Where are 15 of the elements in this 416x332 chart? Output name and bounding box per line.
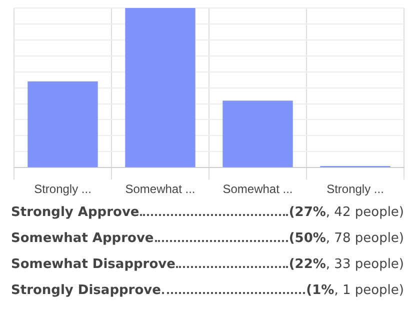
- x-tick-label: Somewhat ...: [222, 182, 293, 196]
- text: (50%, 78 people): [288, 231, 404, 246]
- bar: [125, 8, 196, 168]
- text: (22%, 33 people): [288, 257, 404, 272]
- x-tick-label: Strongly ...: [34, 182, 92, 196]
- text: Strongly Approve: [11, 205, 140, 220]
- text: (27%, 42 people): [288, 205, 404, 220]
- text: Strongly Disapprove: [11, 283, 161, 298]
- text: (1%, 1 people): [306, 283, 404, 298]
- x-tick-label: Somewhat ...: [125, 182, 196, 196]
- bar: [222, 100, 293, 168]
- bar: [28, 81, 98, 168]
- text: Somewhat Approve: [11, 231, 154, 246]
- text: Somewhat Disapprove: [11, 257, 176, 272]
- x-tick-label: Strongly ...: [326, 182, 384, 196]
